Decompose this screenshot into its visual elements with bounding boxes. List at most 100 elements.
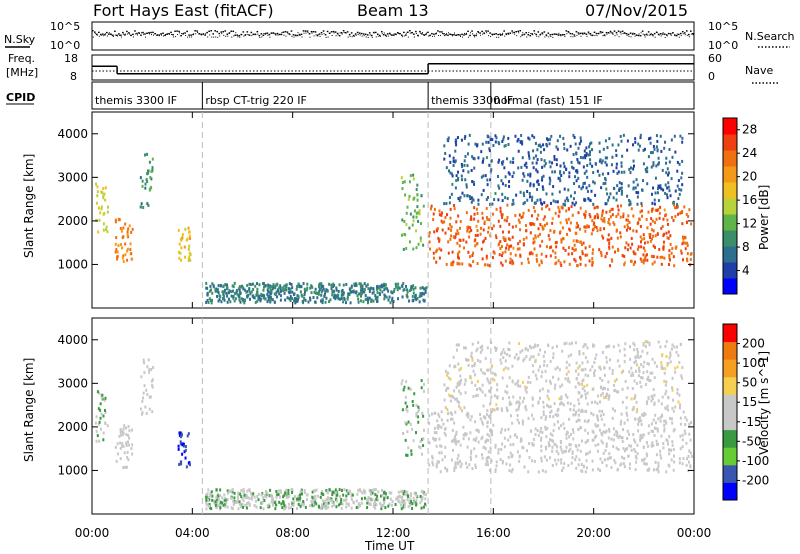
data-cell [481, 216, 484, 220]
data-cell [483, 220, 486, 224]
data-cell [436, 227, 439, 231]
data-cell [571, 450, 574, 454]
data-cell [436, 419, 439, 423]
data-cell [537, 352, 540, 356]
data-cell [384, 495, 387, 499]
data-cell [511, 379, 514, 383]
data-cell [586, 360, 589, 364]
data-cell [541, 225, 544, 229]
data-cell [405, 284, 408, 288]
data-cell [545, 254, 548, 258]
nsearch-point [283, 34, 285, 36]
data-cell [629, 171, 632, 175]
data-cell [578, 418, 581, 422]
data-cell [674, 370, 677, 374]
nsky-point [164, 34, 166, 37]
data-cell [272, 284, 275, 288]
data-cell [619, 463, 622, 467]
nsearch-point [357, 34, 359, 36]
data-cell [95, 201, 98, 205]
data-cell [410, 449, 413, 453]
nsearch-point [122, 33, 124, 35]
x-tick-label: 08:00 [275, 526, 310, 540]
data-cell [348, 292, 351, 296]
nsky-point [380, 31, 383, 33]
data-cell [685, 441, 688, 445]
nsky-point [579, 32, 582, 35]
data-cell [561, 402, 564, 406]
data-cell [648, 235, 651, 239]
data-cell [535, 253, 538, 257]
data-cell [585, 396, 588, 400]
data-cell [672, 429, 675, 433]
data-cell [311, 490, 314, 494]
data-cell [554, 211, 557, 215]
data-cell [374, 493, 377, 497]
data-cell [519, 228, 522, 232]
data-cell [611, 372, 614, 376]
data-cell [593, 369, 596, 373]
data-cell [512, 157, 515, 161]
data-cell [458, 250, 461, 254]
data-cell [127, 433, 130, 437]
data-cell [529, 174, 532, 178]
data-cell [243, 301, 246, 305]
data-cell [360, 292, 363, 296]
data-cell [647, 375, 650, 379]
data-cell [235, 290, 238, 294]
data-cell [546, 426, 549, 430]
data-cell [129, 242, 132, 246]
nsearch-point [257, 33, 259, 35]
colorbar-tick-label: 28 [742, 123, 757, 137]
data-cell [424, 502, 427, 506]
data-cell [653, 221, 656, 225]
data-cell [537, 433, 540, 437]
data-cell [100, 393, 103, 397]
data-cell [433, 430, 436, 434]
data-cell [638, 217, 641, 221]
data-cell [475, 454, 478, 458]
data-cell [480, 150, 483, 154]
data-cell [652, 186, 655, 190]
data-cell [457, 232, 460, 236]
data-cell [444, 151, 447, 155]
data-cell [671, 440, 674, 444]
data-cell [502, 135, 505, 139]
data-cell [268, 294, 271, 298]
data-cell [620, 164, 623, 168]
data-cell [120, 433, 123, 437]
nsky-point [210, 30, 212, 32]
data-cell [315, 488, 318, 492]
data-cell [584, 213, 587, 217]
data-cell [617, 208, 620, 212]
data-cell [451, 394, 454, 398]
data-cell [578, 364, 581, 368]
data-cell [269, 289, 272, 293]
data-cell [386, 287, 389, 291]
data-cell [533, 209, 536, 213]
data-cell [384, 506, 387, 510]
nsearch-point [666, 35, 668, 37]
data-cell [655, 134, 658, 138]
data-cell [591, 344, 594, 348]
data-cell [340, 297, 343, 301]
data-cell [264, 284, 267, 288]
data-cell [586, 438, 589, 442]
data-cell [571, 213, 574, 217]
data-cell [508, 348, 511, 352]
data-cell [148, 407, 151, 411]
data-cell [592, 202, 595, 206]
data-cell [552, 199, 555, 203]
data-cell [346, 295, 349, 299]
data-cell [561, 383, 564, 387]
nsearch-point [213, 36, 215, 38]
data-cell [361, 491, 364, 495]
data-cell [127, 443, 130, 447]
data-cell [605, 442, 608, 446]
data-cell [183, 450, 186, 454]
data-cell [520, 133, 523, 137]
data-cell [443, 431, 446, 435]
data-cell [273, 286, 276, 290]
data-cell [690, 421, 693, 425]
data-cell [372, 290, 375, 294]
